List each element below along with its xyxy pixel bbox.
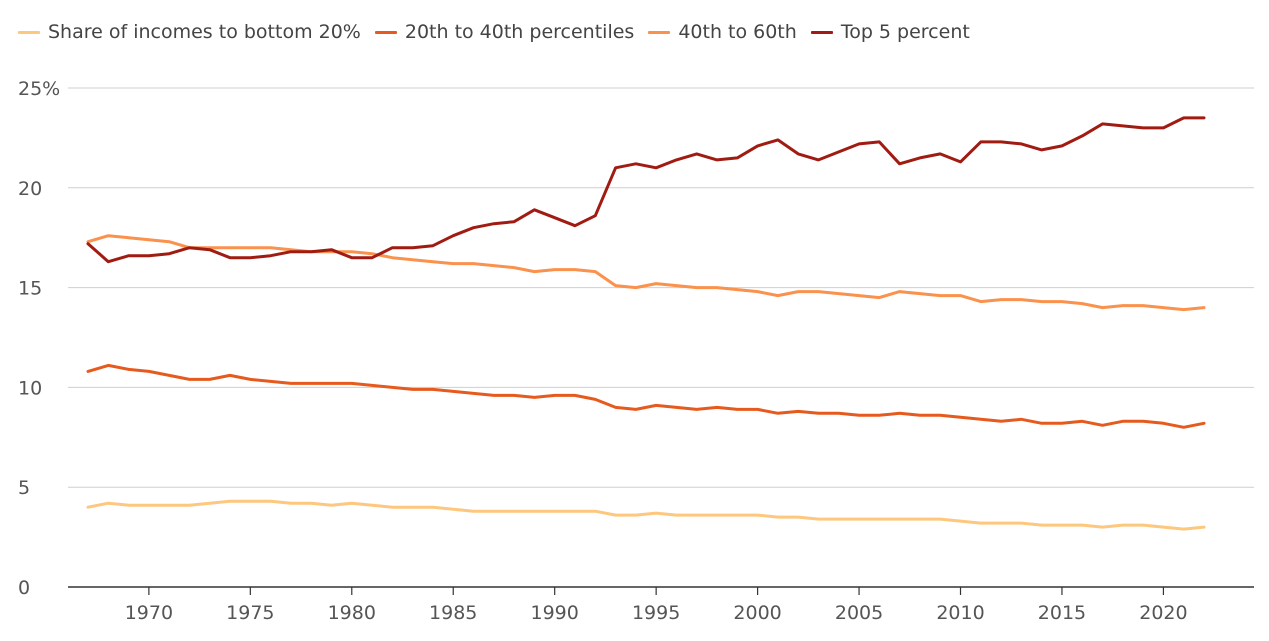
y-tick-label: 15	[18, 278, 42, 300]
legend-item: Top 5 percent	[810, 21, 970, 43]
y-tick-label: 10	[18, 377, 42, 399]
x-tick-label: 1995	[632, 602, 680, 624]
y-axis-tick-labels: 0 5 10 15 20 25%	[18, 78, 60, 599]
chart-legend: Share of incomes to bottom 20% 20th to 40…	[18, 18, 984, 46]
series-line-3	[86, 234, 1206, 312]
legend-label: 20th to 40th percentiles	[404, 21, 635, 43]
y-tick-label: 20	[18, 178, 42, 200]
x-tick-label: 1975	[226, 602, 274, 624]
x-tick-label: 1990	[531, 602, 579, 624]
x-tick-label: 2000	[733, 602, 781, 624]
legend-item: 40th to 60th	[648, 21, 797, 43]
x-tick-label: 2010	[936, 602, 984, 624]
legend-label: 40th to 60th	[678, 21, 797, 43]
x-tick-label: 2020	[1139, 602, 1187, 624]
legend-item: 20th to 40th percentiles	[374, 21, 635, 43]
series-line-2	[86, 363, 1206, 429]
legend-swatch	[810, 30, 833, 34]
x-tick-label: 1985	[429, 602, 477, 624]
series-line-4	[86, 116, 1206, 264]
gridlines	[68, 87, 1254, 488]
legend-swatch	[648, 30, 671, 34]
x-tick-label: 1970	[125, 602, 173, 624]
legend-item: Share of incomes to bottom 20%	[18, 21, 361, 43]
y-tick-label: 25%	[18, 78, 60, 100]
y-tick-label: 5	[18, 477, 30, 499]
legend-label: Top 5 percent	[840, 21, 970, 43]
series-lines	[86, 116, 1206, 531]
x-axis: 1970 1975 1980 1985 1990 1995 2000 2005 2010 2015…	[68, 586, 1254, 624]
x-tick-label: 2005	[835, 602, 883, 624]
legend-swatch	[18, 30, 40, 34]
x-tick-label: 1980	[328, 602, 376, 624]
legend-label: Share of incomes to bottom 20%	[48, 21, 361, 43]
series-line-1	[86, 499, 1206, 531]
legend-swatch	[374, 30, 397, 34]
x-tick-label: 2015	[1038, 602, 1086, 624]
y-tick-label: 0	[18, 577, 30, 599]
